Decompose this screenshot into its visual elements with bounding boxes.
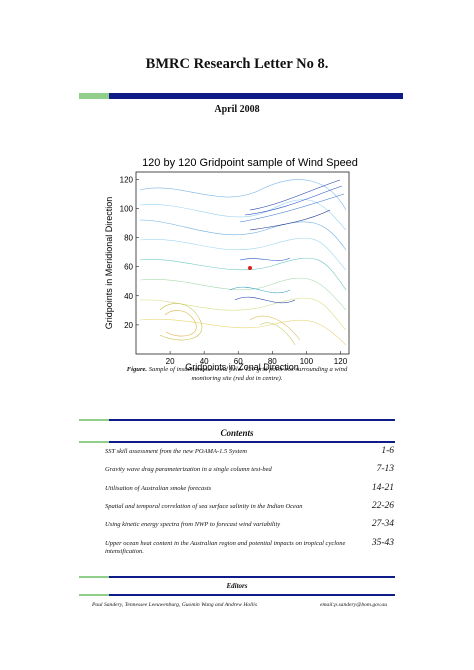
editors-rule-blue (109, 576, 395, 578)
contents-item-pages: 7-13 (376, 464, 394, 474)
contour-lines (139, 179, 347, 346)
contents-item-title: Utilisation of Australian smoke forecast… (105, 485, 212, 492)
contents-item-title: Using kinetic energy spectra from NWP to… (105, 521, 281, 528)
figure-caption: Figure. Sample of instantaneous wind fie… (120, 366, 354, 384)
y-tick-label: 100 (120, 204, 134, 213)
contents-item-pages: 14-21 (371, 483, 394, 493)
editors-names: Paul Sandery, Tennessee Leeuwenburg, Guo… (92, 602, 258, 608)
editors-rule-blue-2 (109, 594, 395, 596)
y-tick-label: 20 (124, 321, 133, 330)
x-tick-label: 120 (334, 357, 348, 366)
contents-item-title: SST skill assessment from the new POAMA-… (105, 448, 247, 455)
contents-item-pages: 1-6 (381, 446, 394, 456)
issue-date: April 2008 (214, 104, 260, 115)
editors-rule-green (79, 576, 109, 578)
plot-title: 120 by 120 Gridpoint sample of Wind Spee… (142, 157, 358, 169)
letter-title: BMRC Research Letter No 8. (145, 56, 329, 72)
y-tick-label: 40 (124, 292, 133, 301)
header-bar-green (79, 93, 109, 99)
contents-rule-blue-2 (109, 441, 395, 443)
x-tick-label: 20 (166, 357, 175, 366)
contents-rule-blue (109, 419, 395, 421)
y-tick-label: 80 (124, 234, 133, 243)
contents-item-title: Gravity wave drag parameterization in a … (105, 466, 272, 473)
caption-label: Figure. (126, 366, 148, 373)
y-axis-label: Gridpoints in Meridional Direction (104, 197, 114, 330)
contents-rule-green-2 (79, 441, 109, 443)
monitoring-site-dot (248, 266, 252, 270)
contents-rule-green (79, 419, 109, 421)
wind-speed-contour-plot: 120 by 120 Gridpoint sample of Wind Spee… (104, 157, 358, 372)
header-bar-blue (109, 93, 403, 99)
caption-text: Sample of instantaneous wind field: 120 … (148, 366, 348, 382)
editors-heading: Editors (226, 582, 248, 590)
contents-item-title: Spatial and temporal correlation of sea … (105, 503, 303, 510)
x-axis-ticks: 20 40 60 80 100 120 (166, 351, 348, 366)
editors-email: email:p.sandery@bom.gov.au (320, 602, 388, 608)
contents-item-pages: 22-26 (371, 501, 394, 511)
contents-item-pages: 35-43 (371, 538, 394, 548)
plot-frame (135, 171, 350, 355)
x-tick-label: 100 (300, 357, 314, 366)
x-tick-label: 60 (234, 357, 243, 366)
editors-rule-green-2 (79, 594, 109, 596)
x-axis-label: Gridpoints in Zonal Direction (185, 362, 299, 372)
contents-heading: Contents (220, 428, 254, 438)
contents-item-pages: 27-34 (371, 519, 394, 529)
y-tick-label: 120 (120, 175, 134, 184)
x-tick-label: 40 (200, 357, 209, 366)
contents-item-title: Upper ocean heat content in the Australi… (105, 540, 346, 556)
x-tick-label: 80 (268, 357, 277, 366)
y-axis-ticks: 20 40 60 80 100 120 (120, 175, 139, 330)
y-tick-label: 60 (124, 263, 133, 272)
